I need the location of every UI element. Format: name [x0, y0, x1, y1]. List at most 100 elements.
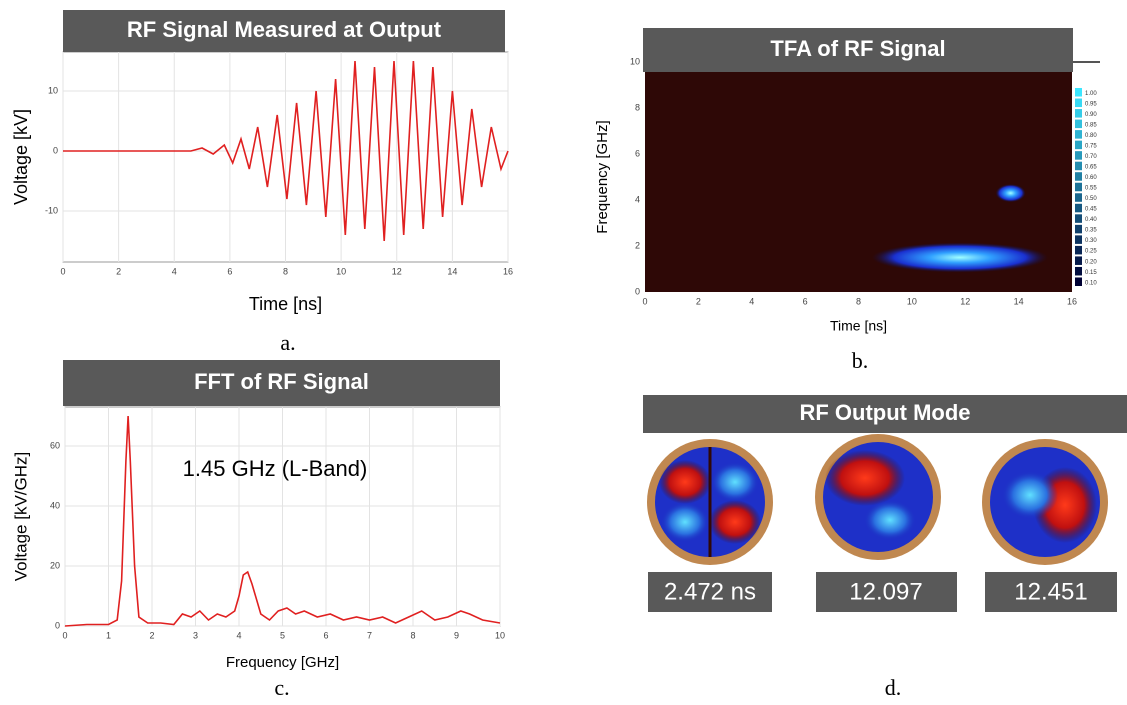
mode-label: 2.472 ns: [664, 578, 756, 605]
colorbar-swatch: [1075, 119, 1082, 129]
y-tick-label: 0: [55, 620, 60, 630]
x-tick-label: 14: [447, 266, 457, 276]
x-tick-label: 3: [193, 630, 198, 640]
colorbar-swatch: [1075, 161, 1082, 171]
colorbar-swatch: [1075, 109, 1082, 118]
mode-image: [647, 439, 773, 565]
colorbar-swatch: [1075, 203, 1082, 213]
heatmap-blob: [871, 242, 1048, 273]
x-tick-label: 10: [495, 630, 505, 640]
x-tick-label: 8: [856, 296, 861, 306]
colorbar-swatch: [1075, 151, 1082, 160]
colorbar-label: 0.15: [1085, 270, 1097, 276]
colorbar-label: 0.50: [1085, 196, 1097, 202]
mode-image: [815, 434, 941, 560]
x-tick-label: 8: [283, 266, 288, 276]
x-tick-label: 10: [336, 266, 346, 276]
x-tick-label: 4: [236, 630, 241, 640]
y-tick-label: 40: [50, 500, 60, 510]
colorbar-label: 0.10: [1085, 280, 1097, 286]
label-box: [985, 572, 1117, 612]
data-line: [64, 415, 501, 627]
label-box: [816, 572, 957, 612]
caption: c.: [274, 675, 289, 700]
x-tick-label: 6: [227, 266, 232, 276]
caption: a.: [280, 330, 295, 355]
y-axis-label: Voltage [kV/GHz]: [11, 452, 30, 581]
colorbar-label: 0.55: [1085, 186, 1097, 192]
heatmap-blob: [995, 184, 1026, 203]
label-box: [648, 572, 772, 612]
x-tick-label: 8: [410, 630, 415, 640]
y-tick-label: -10: [45, 205, 58, 215]
chart-title: FFT of RF Signal: [194, 369, 369, 394]
x-tick-label: 12: [392, 266, 402, 276]
x-tick-label: 0: [60, 266, 65, 276]
x-axis-label: Time [ns]: [830, 318, 887, 334]
y-axis-label: Voltage [kV]: [11, 109, 31, 205]
colorbar-swatch: [1075, 172, 1082, 181]
colorbar-swatch: [1075, 245, 1082, 255]
chart: 1.00 0.95 0.90 0.85 0.80 0.75 0.70 0.65 0.60 0.55…: [594, 28, 1100, 334]
x-tick-label: 12: [960, 296, 970, 306]
x-tick-label: 0: [62, 630, 67, 640]
x-tick-label: 4: [749, 296, 754, 306]
y-tick-label: 0: [635, 286, 640, 296]
x-tick-label: 10: [907, 296, 917, 306]
x-tick-label: 6: [803, 296, 808, 306]
y-axis-label: Frequency [GHz]: [594, 120, 611, 233]
x-tick-label: 6: [323, 630, 328, 640]
caption: b.: [852, 348, 869, 373]
colorbar-label: 0.65: [1085, 165, 1097, 171]
mode-label: 12.097: [849, 578, 922, 605]
x-tick-label: 9: [454, 630, 459, 640]
mode-panel: RF Output Mode 2.472 ns 12.097 12.451: [643, 395, 1127, 612]
colorbar-swatch: [1075, 266, 1082, 276]
colorbar-swatch: [1075, 98, 1082, 108]
colorbar-label: 1.00: [1085, 91, 1097, 97]
y-tick-label: 8: [635, 102, 640, 112]
x-tick-label: 16: [1067, 296, 1077, 306]
x-tick-label: 16: [503, 266, 513, 276]
colorbar-swatch: [1075, 214, 1082, 223]
y-tick-label: 4: [635, 194, 640, 204]
chart: 0 2 4 6 8 10 12 14 16 -10 0 10 RF Signal Measured at…: [11, 10, 513, 314]
x-tick-label: 4: [172, 266, 177, 276]
colorbar-swatch: [1075, 140, 1082, 150]
title-banner: [643, 395, 1127, 433]
x-tick-label: 5: [280, 630, 285, 640]
data-line: [63, 60, 509, 242]
colorbar-label: 0.45: [1085, 207, 1097, 213]
chart-title: TFA of RF Signal: [770, 36, 945, 61]
colorbar-label: 0.30: [1085, 238, 1097, 244]
y-tick-label: 20: [50, 560, 60, 570]
chart: 0 1 2 3 4 5 6 7 8 9 10 0 20 40 60 1.45 GHz (L-Band) FFT …: [11, 360, 505, 671]
y-tick-label: 10: [48, 85, 58, 95]
colorbar-label: 0.35: [1085, 228, 1097, 234]
x-tick-label: 2: [116, 266, 121, 276]
colorbar-label: 0.95: [1085, 101, 1097, 107]
annotation: 1.45 GHz (L-Band): [183, 456, 368, 481]
caption: d.: [885, 675, 902, 700]
colorbar-label: 0.40: [1085, 217, 1097, 223]
y-tick-label: 60: [50, 440, 60, 450]
mode-label: 12.451: [1014, 578, 1087, 605]
x-tick-label: 2: [149, 630, 154, 640]
colorbar-label: 0.85: [1085, 122, 1097, 128]
x-axis-label: Time [ns]: [249, 294, 322, 314]
x-tick-label: 14: [1014, 296, 1024, 306]
chart-title: RF Signal Measured at Output: [127, 17, 442, 42]
colorbar-swatch: [1075, 193, 1082, 202]
y-tick-label: 0: [53, 145, 58, 155]
colorbar-label: 0.75: [1085, 143, 1097, 149]
x-tick-label: 2: [696, 296, 701, 306]
colorbar-swatch: [1075, 235, 1082, 244]
y-tick-label: 2: [635, 240, 640, 250]
colorbar-swatch: [1075, 224, 1082, 234]
colorbar-swatch: [1075, 88, 1082, 97]
colorbar-swatch: [1075, 130, 1082, 139]
colorbar-label: 0.20: [1085, 259, 1097, 265]
panel-title: RF Output Mode: [799, 400, 970, 425]
colorbar-label: 0.90: [1085, 112, 1097, 118]
